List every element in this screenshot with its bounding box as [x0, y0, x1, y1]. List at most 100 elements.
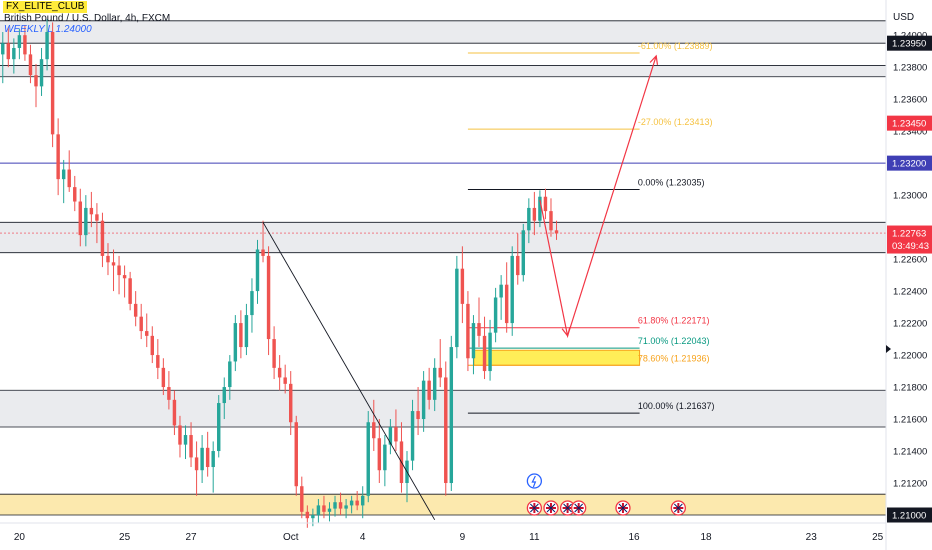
candle-body [493, 297, 498, 333]
x-tick-label: 23 [806, 532, 818, 543]
candle-body [95, 214, 99, 221]
y-tick-label: 1.21600 [893, 415, 927, 426]
candle-body [322, 505, 326, 512]
candle-body [145, 331, 149, 336]
candle-body [516, 255, 520, 276]
candle-body [178, 425, 182, 445]
flag-diag-2 [618, 503, 628, 513]
x-tick-label: 18 [700, 532, 712, 543]
author-badge: FX_ELITE_CLUB [3, 1, 88, 13]
candle-body [150, 335, 154, 356]
price-tag-label: 1.23200 [892, 159, 926, 170]
candle-body [449, 347, 454, 484]
gray-zone [0, 65, 886, 77]
candle-body [139, 316, 143, 332]
x-tick-label: 25 [872, 532, 884, 543]
candle-body [504, 284, 509, 324]
horizontal-lines-layer [0, 162, 886, 234]
events-layer [526, 473, 686, 516]
x-tick-label: 16 [628, 532, 640, 543]
candle-body [289, 383, 293, 423]
candle-body [111, 262, 116, 266]
candle-body [89, 207, 94, 215]
candle-body [549, 211, 553, 231]
candle-body [543, 196, 548, 212]
candle-body [122, 275, 127, 279]
candle-body [383, 444, 387, 471]
candle-body [39, 59, 44, 87]
x-tick-label: 25 [119, 532, 131, 543]
candle-body [23, 35, 27, 55]
symbol-title[interactable]: British Pound / U.S. Dollar, 4h, FXCM [4, 13, 171, 24]
candle-body [300, 486, 304, 512]
candle-body [471, 323, 476, 359]
candle-body [45, 31, 49, 60]
gray-zone [0, 390, 886, 428]
candle-body [78, 201, 83, 236]
candle-body [205, 447, 210, 468]
candle-body [366, 422, 370, 496]
candle-body [12, 47, 16, 60]
candle-body [156, 355, 160, 368]
arrowhead-down-icon [561, 327, 571, 338]
candle-body [250, 291, 254, 316]
candle-body [56, 134, 60, 180]
candle-body [189, 435, 193, 458]
candle-body [377, 438, 382, 471]
candle-body [316, 505, 321, 516]
y-tick-label: 1.23400 [893, 127, 927, 138]
lightning-glyph [531, 475, 537, 488]
zones-layer [0, 20, 886, 516]
candle-body [172, 399, 177, 426]
x-tick-label: Oct [283, 532, 299, 543]
candle-body [28, 54, 33, 76]
candle-body [460, 268, 465, 304]
flag-diag-2 [546, 503, 556, 513]
x-axis[interactable]: 20 25 27 Oct 4 9 11 16 18 23 25 [0, 522, 886, 543]
price-tag [887, 225, 932, 254]
fib-level-label: 78.60% (1.21936) [638, 353, 710, 363]
gray-zone [0, 222, 886, 253]
candle-body [532, 207, 537, 221]
x-tick-label: 11 [529, 532, 540, 543]
candle-body [228, 361, 232, 388]
y-tick-label: 1.21200 [893, 479, 927, 490]
candle-body [333, 502, 337, 509]
candle-body [73, 187, 77, 202]
candle-body [194, 457, 199, 471]
countdown-label: 03:49:43 [892, 241, 929, 252]
flag-diag-2 [673, 503, 683, 513]
candle-body [100, 220, 105, 256]
candle-body [538, 196, 542, 221]
candle-body [6, 43, 11, 60]
candle-body [488, 332, 492, 372]
candle-body [416, 411, 420, 420]
candle-body [61, 169, 66, 180]
y-tick-label: 1.22000 [893, 351, 927, 362]
y-tick-label: 1.22200 [893, 319, 927, 330]
flag-diag-2 [530, 503, 539, 513]
candle-body [128, 278, 132, 304]
candle-body [427, 380, 431, 400]
x-tick-label: 9 [460, 532, 466, 543]
candle-body [17, 35, 22, 48]
yellow-zone [0, 494, 886, 516]
candle-body [388, 427, 393, 445]
candle-body [455, 268, 459, 348]
candle-body [50, 31, 55, 135]
price-tag-label: 1.21000 [892, 511, 926, 522]
x-tick-label: 4 [360, 532, 366, 543]
projection-layer [539, 54, 659, 339]
y-tick-label: 1.21800 [893, 383, 927, 394]
price-tag [887, 115, 932, 131]
candle-body [394, 427, 398, 442]
fib-level-label: 61.80% (1.22171) [638, 316, 710, 326]
candle-body [266, 255, 271, 340]
candle-body [527, 207, 531, 231]
candle-body [200, 447, 204, 471]
candle-body [521, 230, 526, 276]
fib-level-label: -61.00% (1.23889) [638, 41, 713, 51]
price-tag [887, 507, 932, 523]
